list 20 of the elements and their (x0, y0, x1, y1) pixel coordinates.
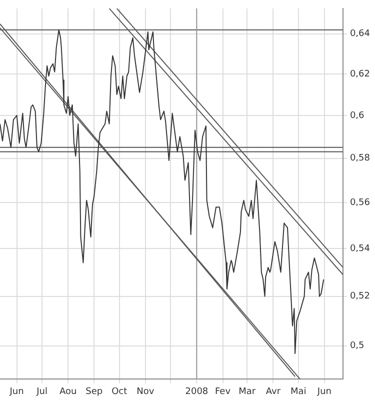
x-tick-label: Sep (86, 386, 103, 397)
x-tick-label: 2008 (185, 386, 208, 397)
x-tick-label: Oct (112, 386, 128, 397)
x-tick-label: Fev (214, 386, 232, 397)
x-tick-label: Jun (8, 386, 24, 397)
y-tick-label: 0,56 (350, 198, 370, 208)
y-tick-label: 0,5 (350, 341, 364, 352)
y-tick-label: 0,62 (350, 69, 370, 80)
x-tick-label: Nov (136, 386, 155, 397)
x-tick-label: Mai (290, 386, 306, 397)
y-tick-label: 0,54 (350, 244, 370, 254)
x-tick-label: Jul (36, 386, 48, 397)
x-tick-label: Aou (59, 386, 77, 397)
x-tick-label: Mar (238, 386, 256, 397)
x-tick-label: Avr (266, 386, 281, 397)
y-tick-label: 0,58 (350, 154, 370, 164)
y-tick-label: 0,64 (350, 29, 370, 40)
y-tick-label: 0,52 (350, 292, 370, 302)
x-tick-label: Jun (316, 386, 332, 397)
y-tick-label: 0,6 (350, 110, 365, 121)
